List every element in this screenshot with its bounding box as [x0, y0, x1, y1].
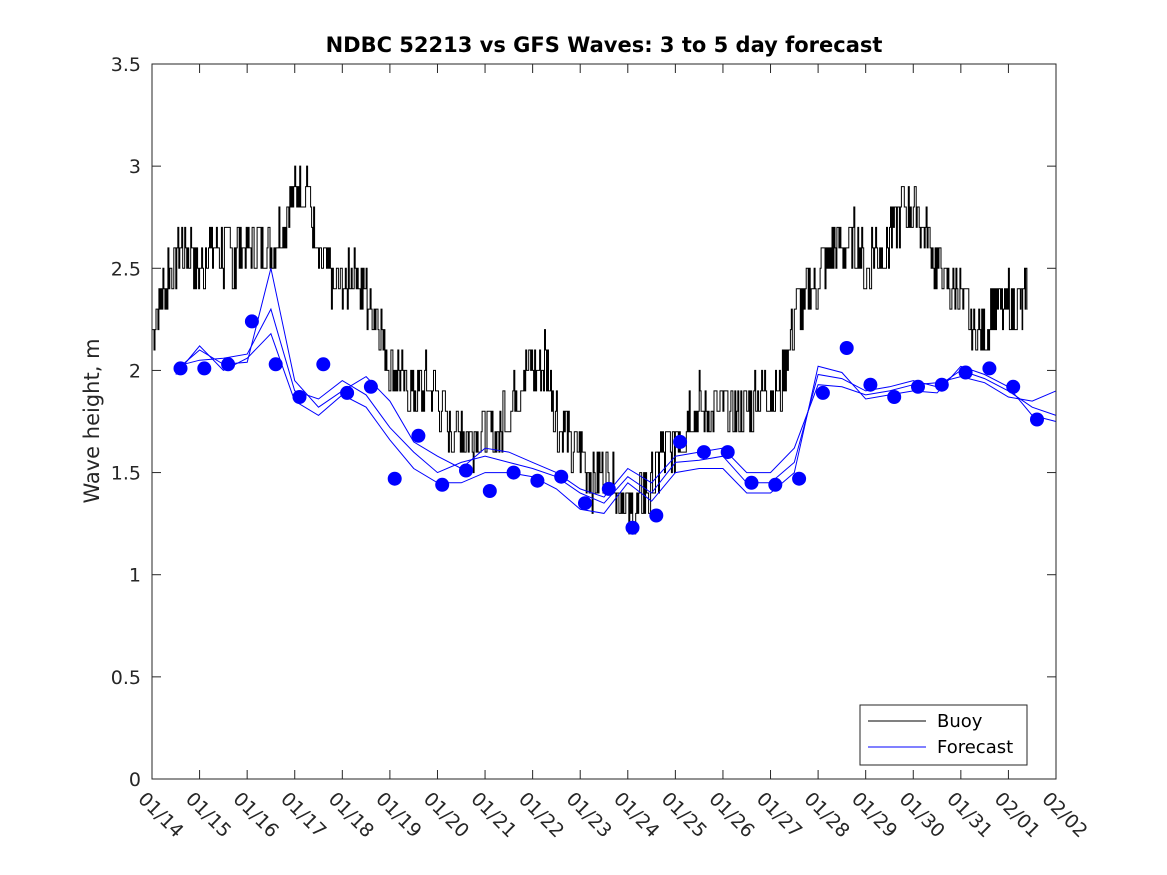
forecast-marker [244, 314, 259, 329]
forecast-marker [173, 361, 188, 376]
forecast-marker [340, 385, 355, 400]
forecast-marker [363, 379, 378, 394]
forecast-marker [601, 481, 616, 496]
forecast-marker [459, 463, 473, 478]
forecast-marker [387, 471, 402, 486]
y-tick-label: 3 [129, 156, 141, 178]
forecast-marker [673, 434, 688, 449]
forecast-marker [839, 341, 854, 355]
y-axis-label: Wave height, m [80, 338, 104, 503]
y-tick-label: 1.5 [111, 463, 141, 485]
forecast-marker [435, 477, 450, 492]
buoy-line [152, 165, 1028, 535]
axes [151, 63, 1057, 780]
forecast-marker [887, 390, 902, 404]
legend-box [859, 704, 1028, 766]
forecast-marker [221, 357, 236, 372]
forecast-marker [1006, 379, 1021, 394]
forecast-marker [268, 357, 283, 372]
y-tick-label: 0.5 [111, 667, 141, 689]
forecast-marker [696, 445, 711, 460]
forecast-marker [911, 379, 925, 394]
forecast-marker [982, 361, 997, 376]
y-tick-label: 2.5 [111, 258, 141, 280]
legend-buoy-label: Buoy [937, 711, 983, 732]
y-tick-label: 3.5 [111, 54, 141, 76]
forecast-line-2 [175, 307, 1057, 504]
buoy-series-layer [152, 165, 1028, 535]
forecast-marker [649, 508, 664, 523]
y-tick-labels: 0 0.5 1 1.5 2 2.5 3 3.5 [111, 54, 141, 791]
forecast-marker [744, 475, 759, 490]
forecast-marker [316, 357, 331, 372]
plot-area [152, 165, 1057, 535]
y-tick-label: 0 [129, 769, 141, 791]
forecast-line-3 [175, 332, 1057, 514]
legend-forecast-label: Forecast [937, 737, 1013, 758]
forecast-marker [792, 471, 807, 486]
forecast-marker [958, 365, 973, 380]
forecast-marker [720, 445, 735, 460]
chart-title: NDBC 52213 vs GFS Waves: 3 to 5 day fore… [326, 33, 883, 57]
forecast-marker [292, 390, 307, 404]
forecast-marker [530, 473, 545, 488]
forecast-line-1 [175, 268, 1057, 498]
forecast-marker [506, 465, 521, 480]
forecast-marker [1030, 412, 1044, 427]
forecast-marker [768, 477, 783, 492]
forecast-marker [197, 361, 212, 376]
y-tick-label: 1 [129, 565, 141, 587]
forecast-series-layer [175, 268, 1057, 514]
y-tick-label: 2 [129, 360, 141, 382]
legend: Buoy Forecast [859, 704, 1028, 766]
forecast-marker [554, 469, 569, 484]
forecast-marker [863, 377, 878, 392]
forecast-marker [934, 377, 949, 392]
axes-box [151, 63, 1057, 780]
forecast-marker [411, 428, 426, 443]
forecast-marker [625, 520, 640, 535]
forecast-marker [482, 484, 497, 498]
forecast-markers-layer [173, 314, 1044, 535]
forecast-marker [815, 385, 830, 400]
forecast-marker [578, 496, 592, 511]
